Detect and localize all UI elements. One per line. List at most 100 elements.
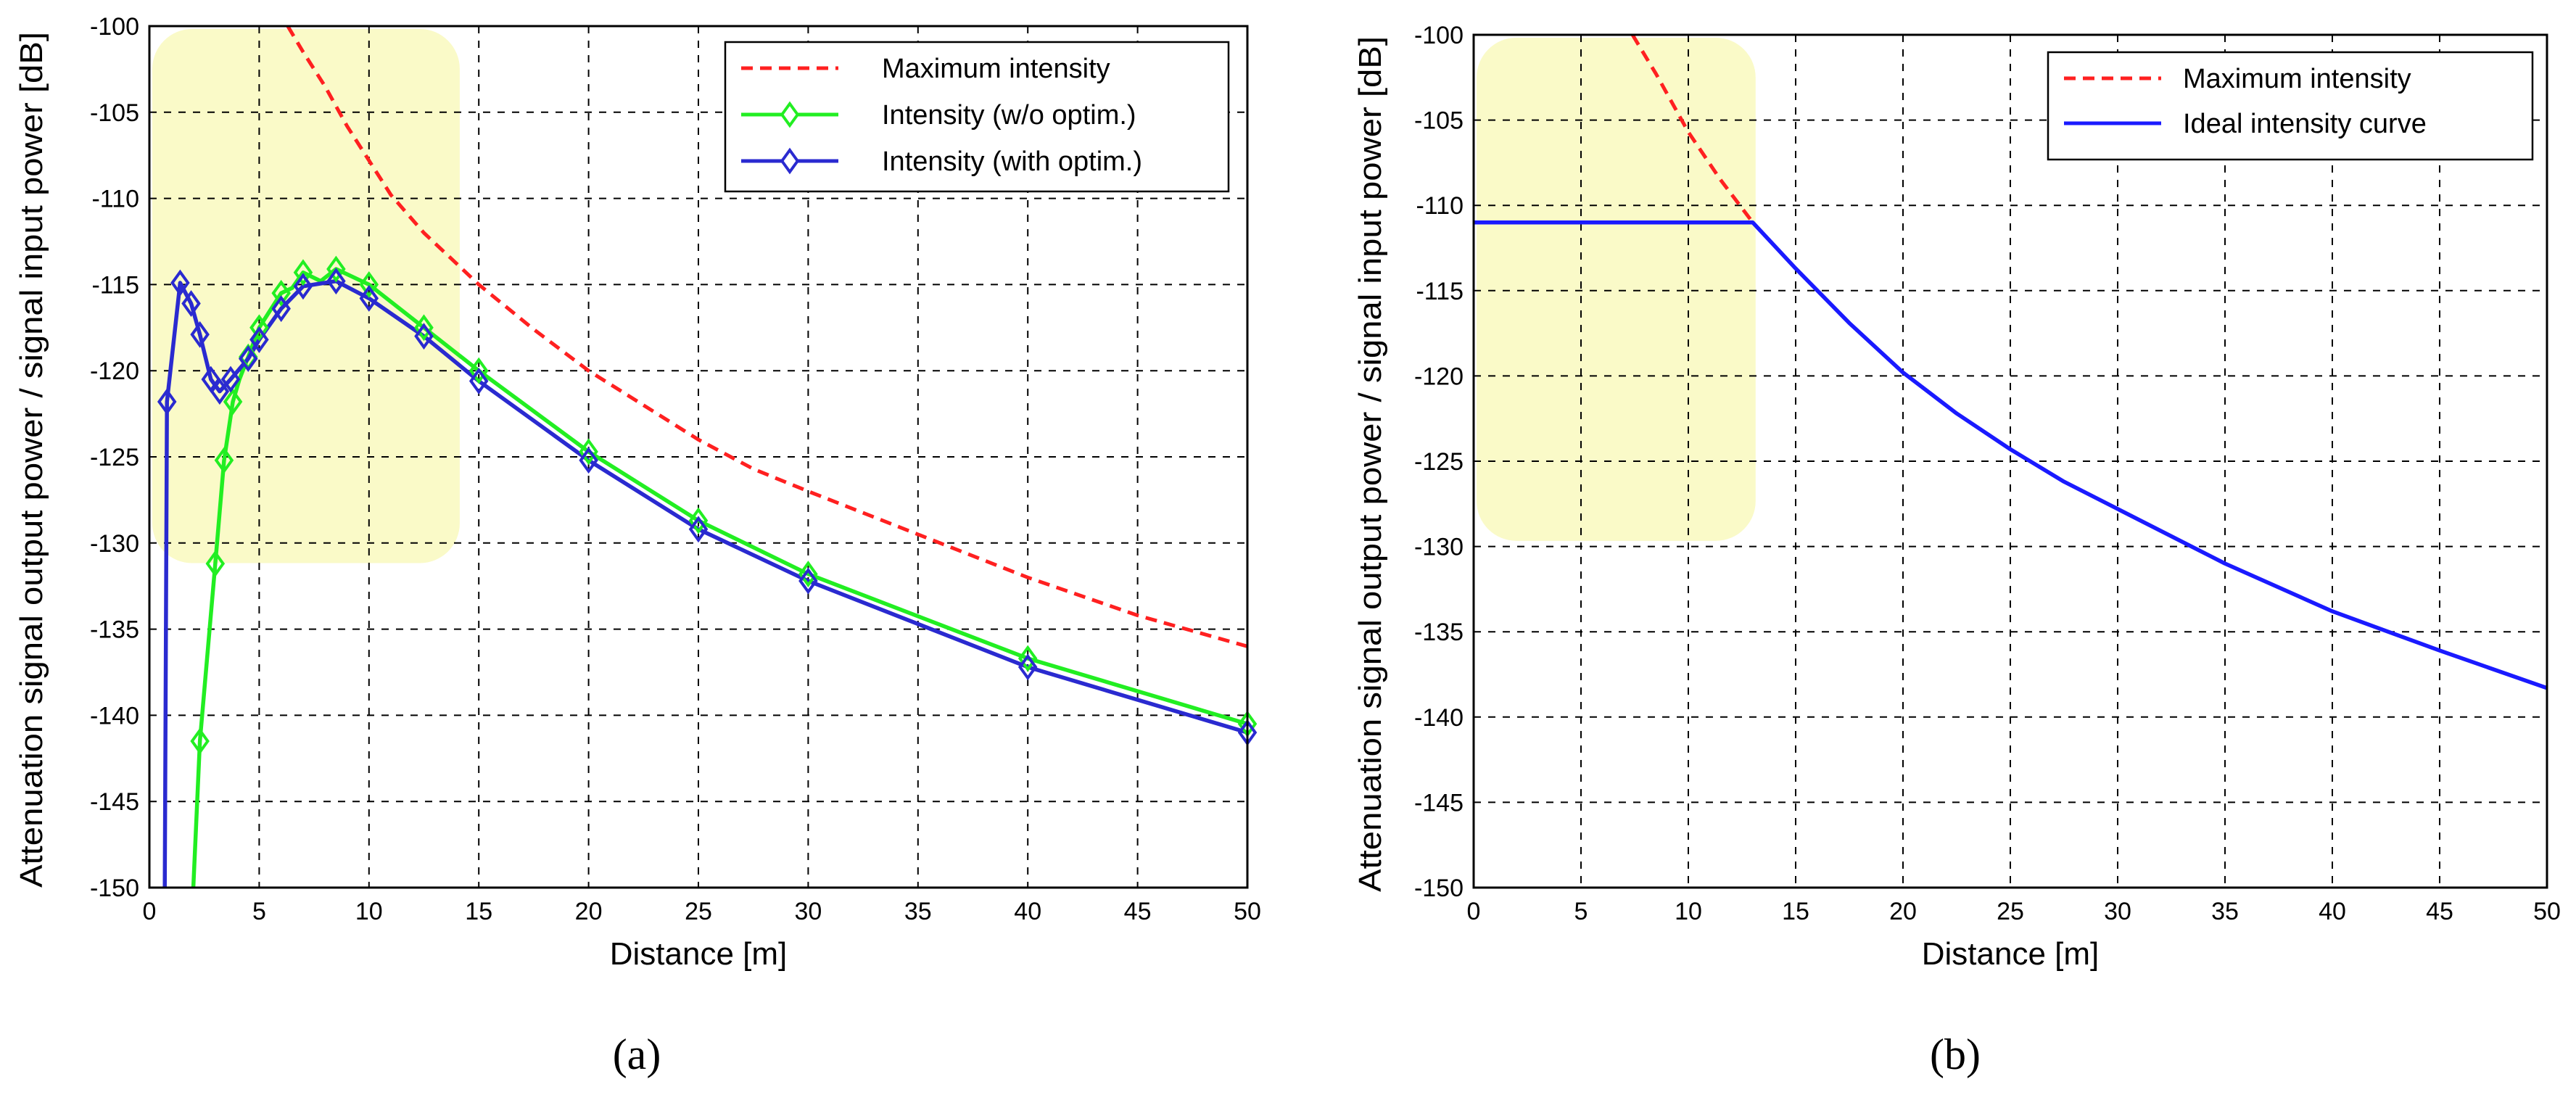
x-axis-label: Distance [m] [1922,936,2100,972]
y-tick-label: -140 [1414,704,1464,732]
x-tick-label: 30 [794,898,822,925]
y-tick-label: -115 [1416,278,1464,305]
highlight-region [1477,38,1756,541]
legend-label: Ideal intensity curve [2183,109,2427,139]
data-point-marker [359,270,379,298]
y-tick-label: -125 [90,444,139,471]
data-point-marker [181,290,201,317]
chart-panel-a: 0 5 10 15 20 25 30 35 40 45 50 -100 -105 -110 -115 -120… [14,13,1261,1078]
y-tick-label: -150 [1414,875,1464,902]
highlight-region [152,29,460,563]
data-point-marker [1017,653,1038,681]
data-point-marker [238,345,258,372]
legend: Maximum intensity Intensity (w/o optim.) I… [724,41,1230,193]
data-point-marker [468,357,489,384]
legend: Maximum intensity Ideal intensity curve [2047,51,2534,161]
x-tick-label: 40 [1014,898,1041,925]
plot-frame [148,25,1249,889]
legend-marker [780,101,800,128]
data-point-marker [293,259,313,286]
y-axis-label: Attenuation signal output power / signal… [1353,36,1388,892]
y-tick-label: -105 [90,99,139,127]
series-line-2 [191,267,1247,888]
data-point-marker [223,388,243,416]
figure-caption: (a) [613,1030,661,1078]
y-tick-label: -110 [91,186,139,213]
series-line-3 [162,278,1247,888]
y-tick-label: -135 [1414,619,1464,646]
x-tick-label: 45 [2426,898,2453,925]
data-point-marker [326,268,346,295]
legend-marker [780,147,800,175]
data-point-marker [190,321,210,348]
data-point-marker [326,255,346,283]
x-tick-label: 50 [2533,898,2561,925]
data-point-marker [359,284,379,312]
chart-panel-b: 0 5 10 15 20 25 30 35 40 45 50 -100 -105 -110 -115 -120… [1353,22,2561,1078]
x-tick-label: 10 [1675,898,1702,925]
y-tick-label: -125 [1414,448,1464,476]
data-point-marker [249,326,269,353]
y-tick-label: -140 [90,702,139,730]
data-point-marker [220,365,241,393]
x-tick-label: 5 [252,898,266,925]
legend-label: Maximum intensity [882,54,1110,84]
x-tick-label: 15 [465,898,492,925]
data-point-marker [271,295,291,323]
y-tick-label: -130 [1414,534,1464,561]
data-point-marker [157,388,177,416]
plot-frame [1472,33,2548,889]
x-tick-label: 25 [1997,898,2024,925]
x-tick-label: 45 [1124,898,1152,925]
legend-label: Intensity (w/o optim.) [882,100,1136,131]
data-point-marker [579,438,598,466]
data-point-marker [271,279,291,307]
y-tick-label: -115 [91,271,139,299]
x-tick-label: 0 [143,898,157,925]
y-tick-label: -120 [1414,363,1464,390]
x-tick-label: 20 [575,898,603,925]
data-point-marker [688,516,709,543]
x-tick-label: 10 [355,898,383,925]
y-tick-label: -150 [90,875,139,902]
data-point-marker [205,550,226,577]
data-point-marker [214,447,234,474]
data-point-marker [414,323,434,350]
data-point-marker [798,567,818,595]
x-tick-label: 50 [1234,898,1261,925]
data-point-marker [688,507,709,534]
x-axis-label: Distance [m] [610,936,788,972]
y-tick-label: -145 [90,788,139,816]
x-tick-label: 25 [685,898,712,925]
x-tick-label: 30 [2104,898,2131,925]
data-point-marker [170,269,190,297]
data-point-marker [210,378,230,405]
legend-label: Intensity (with optim.) [882,146,1142,177]
data-point-marker [468,368,489,394]
series-line-1 [286,26,1247,648]
data-point-marker [201,365,221,393]
series-group [1474,35,2547,690]
y-tick-label: -130 [90,530,139,558]
x-tick-label: 0 [1467,898,1481,925]
data-point-marker [579,447,598,474]
data-point-marker [414,314,434,342]
legend-box [2047,51,2534,161]
series-line-2 [1474,220,2547,690]
x-tick-label: 15 [1782,898,1809,925]
x-tick-label: 20 [1889,898,1917,925]
y-tick-label: -135 [90,616,139,644]
x-tick-label: 5 [1574,898,1588,925]
legend-label: Maximum intensity [2183,64,2411,94]
data-point-marker [798,561,818,587]
data-point-marker [249,314,269,342]
x-tick-label: 35 [2211,898,2239,925]
y-tick-label: -110 [1416,192,1464,220]
y-axis-label: Attenuation signal output power / signal… [14,32,49,888]
y-tick-label: -100 [1414,22,1464,49]
data-point-marker [1017,645,1038,672]
y-tick-label: -100 [90,13,139,41]
data-point-marker [190,727,210,755]
y-tick-label: -105 [1414,107,1464,135]
